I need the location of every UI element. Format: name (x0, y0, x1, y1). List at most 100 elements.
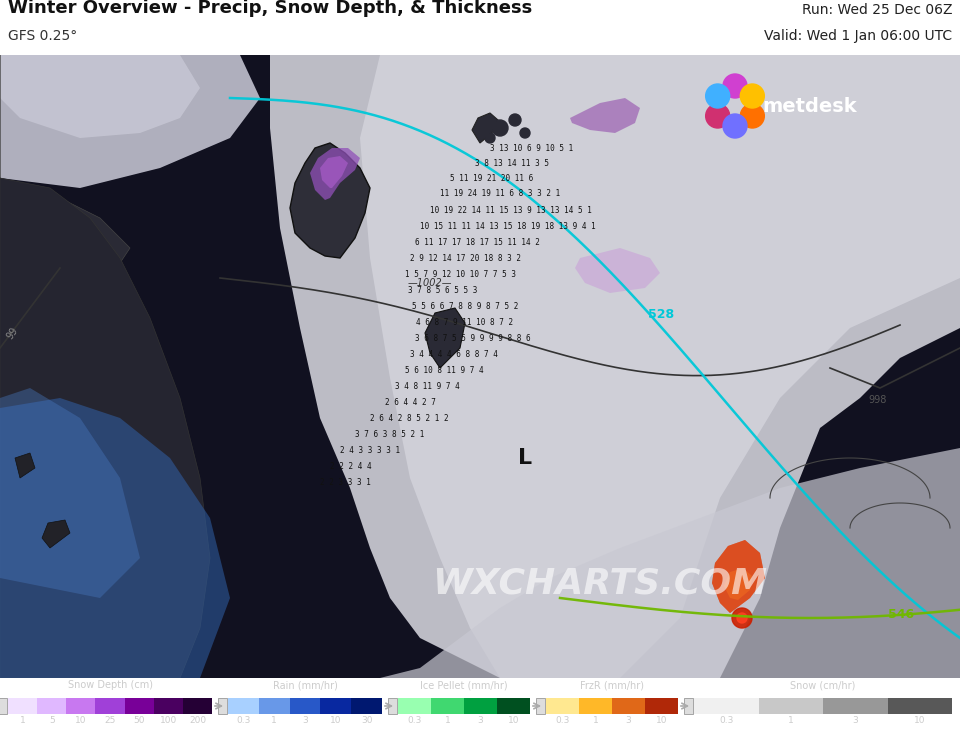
Bar (398, 698, 431, 714)
Text: 528: 528 (648, 308, 674, 321)
Bar (0, 698, 7, 714)
Text: 3 4 4 4 4 6 8 8 7 4: 3 4 4 4 4 6 8 8 7 4 (410, 350, 498, 358)
Bar (95, 698, 125, 714)
Polygon shape (712, 540, 765, 613)
Bar (182, 698, 212, 714)
Bar (259, 698, 290, 714)
Text: 10: 10 (330, 716, 342, 725)
Text: 1: 1 (592, 716, 598, 725)
Polygon shape (15, 453, 35, 478)
Polygon shape (0, 55, 260, 188)
Text: 10 15 11 11 14 13 15 18 19 18 13 9 4 1: 10 15 11 11 14 13 15 18 19 18 13 9 4 1 (420, 222, 596, 230)
Text: 200: 200 (189, 716, 206, 725)
Bar (125, 698, 154, 714)
Text: —1002—: —1002— (408, 278, 452, 288)
Text: 5 5 6 6 7 8 8 9 8 7 5 2: 5 5 6 6 7 8 8 9 8 7 5 2 (412, 302, 518, 311)
Text: 10: 10 (656, 716, 667, 725)
Text: Run: Wed 25 Dec 06Z: Run: Wed 25 Dec 06Z (802, 3, 952, 17)
Text: 0.3: 0.3 (719, 716, 733, 725)
Text: Snow Depth (cm): Snow Depth (cm) (67, 680, 153, 690)
Text: 30: 30 (361, 716, 372, 725)
Text: 2 4 3 3 3 3 1: 2 4 3 3 3 3 1 (340, 445, 400, 455)
Text: 4 6 8 7 9 11 10 8 7 2: 4 6 8 7 9 11 10 8 7 2 (416, 317, 514, 327)
Text: 3 6 8 7 5 5 9 9 9 9 8 8 6: 3 6 8 7 5 5 9 9 9 9 8 8 6 (415, 333, 531, 342)
Polygon shape (570, 98, 640, 133)
Text: 11 19 24 19 11 6 8 3 3 2 1: 11 19 24 19 11 6 8 3 3 2 1 (440, 188, 561, 197)
Text: 1: 1 (272, 716, 277, 725)
Bar (684, 698, 693, 714)
Text: 3 7 6 3 8 5 2 1: 3 7 6 3 8 5 2 1 (355, 430, 424, 439)
Bar (823, 698, 887, 714)
Circle shape (706, 104, 730, 128)
Text: 1: 1 (20, 716, 26, 725)
Text: 0.3: 0.3 (555, 716, 569, 725)
Text: 1 5 7 9 12 10 10 7 7 5 3: 1 5 7 9 12 10 10 7 7 5 3 (405, 269, 516, 278)
Bar (66, 698, 95, 714)
Text: WXCHARTS.COM: WXCHARTS.COM (432, 566, 768, 600)
Text: 2 6 4 2 8 5 2 1 2: 2 6 4 2 8 5 2 1 2 (370, 414, 448, 422)
Bar (497, 698, 530, 714)
Polygon shape (0, 178, 210, 678)
Bar (464, 698, 497, 714)
Polygon shape (0, 198, 100, 338)
Text: 3 4 8 11 9 7 4: 3 4 8 11 9 7 4 (395, 381, 460, 391)
Circle shape (492, 120, 508, 136)
Circle shape (737, 613, 747, 623)
Polygon shape (712, 540, 765, 613)
Text: 2 2 2 4 4: 2 2 2 4 4 (330, 461, 372, 470)
Text: Snow (cm/hr): Snow (cm/hr) (790, 680, 855, 690)
Text: 2 6 4 4 2 7: 2 6 4 4 2 7 (385, 397, 436, 406)
Bar (546, 698, 579, 714)
Text: 3: 3 (852, 716, 858, 725)
Polygon shape (290, 143, 370, 258)
Text: metdesk: metdesk (762, 96, 856, 116)
Text: 5 6 10 8 11 9 7 4: 5 6 10 8 11 9 7 4 (405, 366, 484, 375)
Polygon shape (360, 55, 960, 678)
Polygon shape (0, 55, 200, 138)
Bar (8, 698, 37, 714)
Polygon shape (270, 55, 960, 678)
Polygon shape (320, 156, 348, 188)
Text: FrzR (mm/hr): FrzR (mm/hr) (580, 680, 644, 690)
Bar (228, 698, 259, 714)
Text: 3: 3 (626, 716, 632, 725)
Polygon shape (0, 55, 130, 338)
Bar (37, 698, 66, 714)
Circle shape (740, 104, 764, 128)
Circle shape (740, 84, 764, 108)
Bar (579, 698, 612, 714)
Text: 3: 3 (302, 716, 308, 725)
Text: 5: 5 (49, 716, 55, 725)
Text: 1: 1 (788, 716, 794, 725)
Polygon shape (724, 568, 752, 600)
Text: 3: 3 (478, 716, 484, 725)
Bar (694, 698, 758, 714)
Circle shape (706, 84, 730, 108)
Text: 3 8 13 14 11 3 5: 3 8 13 14 11 3 5 (475, 158, 549, 168)
Text: 546: 546 (888, 608, 914, 621)
Text: 2 9 12 14 17 20 18 8 3 2: 2 9 12 14 17 20 18 8 3 2 (410, 253, 521, 263)
Text: 100: 100 (159, 716, 177, 725)
Text: 6 11 17 17 18 17 15 11 14 2: 6 11 17 17 18 17 15 11 14 2 (415, 238, 540, 247)
Polygon shape (310, 148, 360, 200)
Bar (887, 698, 952, 714)
Polygon shape (425, 308, 465, 368)
Text: 3 7 8 5 6 5 5 3: 3 7 8 5 6 5 5 3 (408, 286, 477, 294)
Circle shape (509, 114, 521, 126)
Text: Valid: Wed 1 Jan 06:00 UTC: Valid: Wed 1 Jan 06:00 UTC (764, 29, 952, 43)
Polygon shape (472, 113, 498, 143)
Polygon shape (0, 398, 230, 678)
Bar (290, 698, 321, 714)
Text: 0.3: 0.3 (236, 716, 251, 725)
Polygon shape (0, 388, 140, 598)
Polygon shape (380, 448, 960, 678)
Text: 3 13 10 6 9 10 5 1: 3 13 10 6 9 10 5 1 (490, 144, 573, 152)
Circle shape (732, 608, 752, 628)
Text: 99: 99 (5, 325, 20, 341)
Text: 1: 1 (444, 716, 450, 725)
Bar (388, 698, 397, 714)
Bar (536, 698, 545, 714)
Text: 50: 50 (133, 716, 145, 725)
Text: 10 19 22 14 11 15 13 9 13 13 14 5 1: 10 19 22 14 11 15 13 9 13 13 14 5 1 (430, 205, 592, 214)
Bar (758, 698, 823, 714)
